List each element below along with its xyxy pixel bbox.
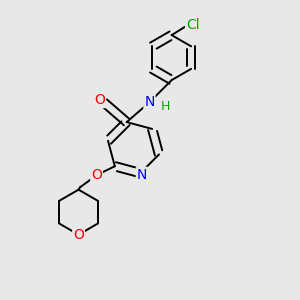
Text: O: O — [94, 93, 105, 107]
Text: N: N — [144, 95, 155, 109]
Text: H: H — [160, 100, 170, 113]
Text: O: O — [73, 228, 84, 242]
Text: Cl: Cl — [186, 18, 200, 32]
Text: N: N — [136, 168, 147, 182]
Text: O: O — [91, 168, 102, 182]
